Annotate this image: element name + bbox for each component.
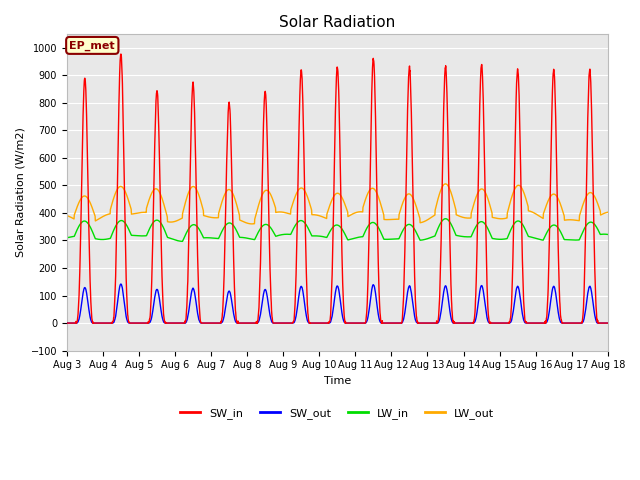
Line: LW_in: LW_in <box>67 219 608 241</box>
LW_out <box>442 181 449 187</box>
Y-axis label: Solar Radiation (W/m2): Solar Radiation (W/m2) <box>15 127 25 257</box>
SW_out <box>572 320 579 326</box>
LW_in <box>604 231 612 237</box>
Line: SW_out: SW_out <box>67 284 608 323</box>
Line: LW_out: LW_out <box>67 184 608 224</box>
LW_out <box>572 217 579 223</box>
SW_out <box>353 320 361 326</box>
LW_out <box>365 189 372 194</box>
LW_out <box>557 201 564 207</box>
SW_out <box>365 310 372 315</box>
Legend: SW_in, SW_out, LW_in, LW_out: SW_in, SW_out, LW_in, LW_out <box>176 404 499 423</box>
Title: Solar Radiation: Solar Radiation <box>279 15 396 30</box>
SW_out <box>214 320 221 326</box>
SW_in <box>365 248 372 254</box>
SW_in <box>556 307 564 312</box>
LW_in <box>179 239 186 244</box>
SW_in <box>604 320 612 326</box>
SW_in <box>63 320 70 326</box>
X-axis label: Time: Time <box>324 376 351 386</box>
SW_out <box>117 281 125 287</box>
LW_out <box>353 209 361 215</box>
LW_in <box>365 222 372 228</box>
LW_out <box>63 213 70 218</box>
SW_out <box>63 320 70 326</box>
Line: SW_in: SW_in <box>67 54 608 323</box>
SW_in <box>353 320 361 326</box>
LW_in <box>353 235 361 240</box>
Text: EP_met: EP_met <box>70 40 115 50</box>
LW_in <box>572 237 579 243</box>
SW_in <box>214 320 221 326</box>
SW_in <box>495 320 502 326</box>
SW_in <box>572 320 579 326</box>
SW_out <box>604 320 612 326</box>
SW_out <box>495 320 502 326</box>
SW_out <box>556 318 564 324</box>
LW_out <box>495 216 502 221</box>
LW_in <box>495 236 502 242</box>
LW_out <box>214 215 221 221</box>
LW_in <box>214 236 221 241</box>
SW_in <box>117 51 125 57</box>
LW_out <box>604 209 612 215</box>
LW_out <box>248 221 256 227</box>
LW_in <box>442 216 449 222</box>
LW_in <box>557 228 564 234</box>
LW_in <box>63 235 70 240</box>
